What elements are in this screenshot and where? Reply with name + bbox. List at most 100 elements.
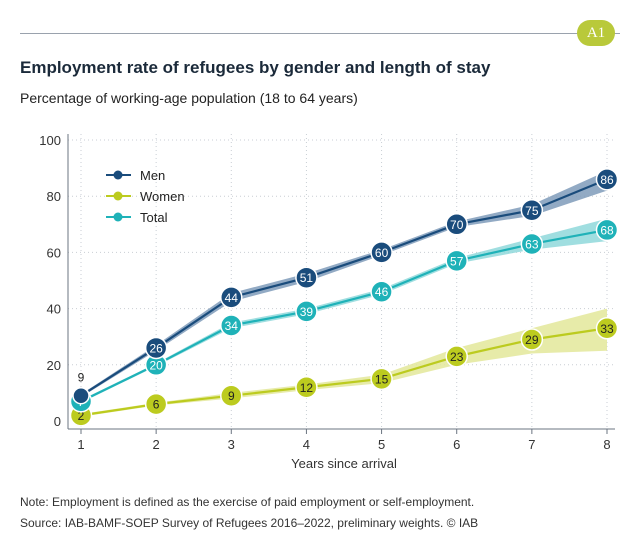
footnotes: Note: Employment is defined as the exerc… <box>20 492 478 534</box>
data-point-men: 86 <box>595 168 619 191</box>
data-label: 57 <box>450 254 464 268</box>
data-point-men: 75 <box>520 199 544 222</box>
data-point-women: 6 <box>144 392 168 416</box>
legend-label: Total <box>140 210 168 225</box>
legend-marker <box>113 191 123 201</box>
data-label: 46 <box>375 285 389 299</box>
data-point-total: 20 <box>144 353 168 377</box>
data-point-women: 33 <box>595 317 619 340</box>
data-label: 51 <box>300 271 314 285</box>
marker-dot <box>370 280 393 303</box>
y-tick-label: 40 <box>47 302 61 317</box>
x-tick-label: 7 <box>528 437 535 452</box>
marker-dot <box>72 386 90 405</box>
marker-dot <box>520 199 544 222</box>
marker-dot <box>295 376 318 399</box>
data-label: 86 <box>600 173 614 187</box>
confidence-band-total <box>81 218 607 403</box>
legend-item-total: Total <box>106 210 168 225</box>
marker-dot <box>144 336 168 360</box>
y-tick-label: 60 <box>47 245 61 260</box>
marker-dot <box>445 249 468 273</box>
data-label: 39 <box>300 305 314 319</box>
data-label: 34 <box>225 319 239 333</box>
x-tick-label: 5 <box>378 437 385 452</box>
data-label: 12 <box>300 381 314 395</box>
data-point-men: 70 <box>445 213 468 236</box>
chart-title: Employment rate of refugees by gender an… <box>20 58 491 77</box>
data-label: 68 <box>600 223 614 237</box>
legend-label: Women <box>140 189 185 204</box>
data-label: 2 <box>78 409 85 423</box>
data-label: 75 <box>525 204 539 218</box>
data-point-men: 26 <box>144 336 168 360</box>
marker-dot <box>520 232 544 256</box>
data-label: 9 <box>78 371 85 385</box>
data-point-men: 51 <box>295 266 318 289</box>
marker-dot <box>220 384 243 407</box>
source-text: Source: IAB-BAMF-SOEP Survey of Refugees… <box>20 516 479 530</box>
x-tick-label: 3 <box>228 437 235 452</box>
data-point-total: 68 <box>595 218 619 242</box>
series-line-men <box>80 178 608 397</box>
marker-dot <box>520 328 544 351</box>
x-axis-label: Years since arrival <box>291 456 397 471</box>
marker-dot <box>445 213 468 236</box>
data-point-men: 9 <box>72 371 90 405</box>
legend-item-women: Women <box>106 189 185 204</box>
top-divider <box>20 33 620 34</box>
data-label: 60 <box>375 246 389 260</box>
marker-dot <box>595 218 619 242</box>
data-point-women: 29 <box>520 328 544 351</box>
marker-dot <box>595 317 619 340</box>
data-label: 20 <box>149 358 163 372</box>
data-label: 9 <box>228 389 235 403</box>
legend-item-men: Men <box>106 168 165 183</box>
data-label: 63 <box>525 237 539 251</box>
y-tick-label: 100 <box>39 133 61 148</box>
data-point-total: 63 <box>520 232 544 256</box>
marker-dot <box>370 367 393 391</box>
marker-dot <box>595 168 619 191</box>
marker-dot <box>220 314 243 337</box>
marker-dot <box>445 345 468 368</box>
note-text: Note: Employment is defined as the exerc… <box>20 495 475 509</box>
legend-label: Men <box>140 168 165 183</box>
x-tick-label: 6 <box>453 437 460 452</box>
data-label: 23 <box>450 350 464 364</box>
data-label: 44 <box>225 291 239 305</box>
marker-dot <box>295 300 318 323</box>
chart-subtitle: Percentage of working-age population (18… <box>20 90 358 106</box>
data-point-women: 23 <box>445 345 468 368</box>
data-label: 29 <box>525 333 539 347</box>
data-point-total: 57 <box>445 249 468 273</box>
data-label: 6 <box>153 398 160 412</box>
data-label: 26 <box>149 341 163 355</box>
marker-dot <box>295 266 318 289</box>
data-point-men: 44 <box>220 286 243 309</box>
confidence-bands <box>81 170 607 417</box>
series-line-women <box>80 327 608 417</box>
data-point-total: 34 <box>220 314 243 337</box>
data-point-women: 15 <box>370 367 393 391</box>
data-markers: 2691215232933720343946576368926445160707… <box>69 168 619 427</box>
marker-dot <box>144 392 168 416</box>
marker-dot <box>220 286 243 309</box>
y-tick-label: 0 <box>54 414 61 429</box>
series-lines <box>80 178 608 417</box>
data-label: 70 <box>450 218 464 232</box>
x-tick-label: 8 <box>603 437 610 452</box>
data-point-women: 12 <box>295 376 318 399</box>
data-point-total: 39 <box>295 300 318 323</box>
x-tick-label: 1 <box>77 437 84 452</box>
data-label: 33 <box>600 322 614 336</box>
x-tick-label: 2 <box>153 437 160 452</box>
data-point-women: 9 <box>220 384 243 407</box>
data-point-men: 60 <box>370 241 393 264</box>
data-point-total: 46 <box>370 280 393 303</box>
y-tick-label: 20 <box>47 358 61 373</box>
series-line-total <box>80 228 608 403</box>
figure-badge: A1 <box>577 20 615 46</box>
